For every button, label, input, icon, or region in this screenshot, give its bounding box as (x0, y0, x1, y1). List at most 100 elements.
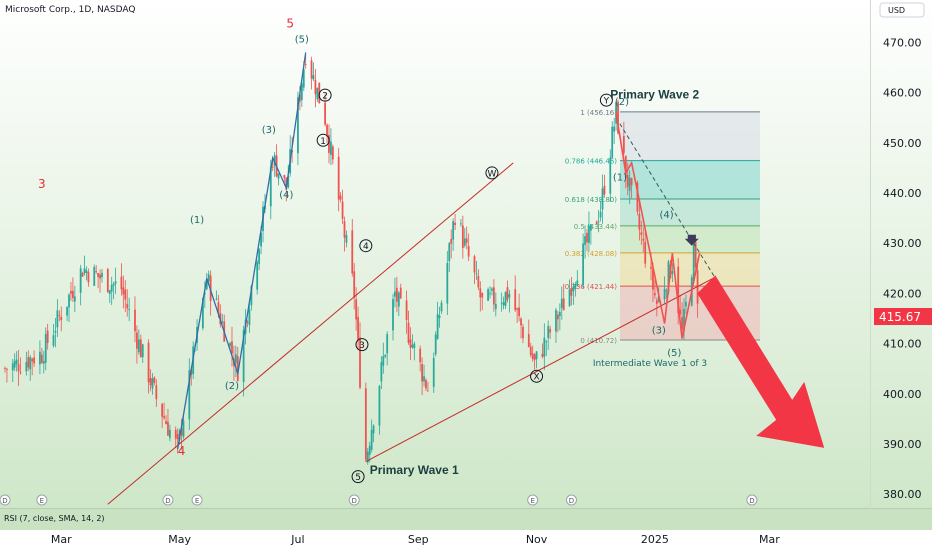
last-price-label: 415.67 (879, 310, 921, 324)
circled-wave-marker (355, 338, 369, 352)
event-marker[interactable] (746, 494, 758, 506)
candle-body (207, 274, 210, 282)
event-marker-label: D (749, 497, 754, 505)
y-tick-label: 380.00 (883, 488, 922, 501)
candle-body (663, 289, 666, 300)
event-marker[interactable] (527, 494, 539, 506)
fib-level-label: 0.786 (446.46) (565, 158, 617, 166)
candle-body (492, 287, 495, 305)
y-tick-label: 420.00 (883, 287, 922, 300)
rsi-indicator-label[interactable]: RSI (7, close, SMA, 14, 2) (4, 514, 105, 523)
candle-body (405, 300, 408, 320)
wave-path-recent[interactable] (615, 112, 701, 339)
candle-body (66, 306, 68, 316)
candle-body (42, 360, 45, 364)
candle-body (4, 368, 6, 369)
candle-body (337, 156, 340, 200)
candle-body (83, 268, 86, 274)
candle-body (29, 357, 32, 370)
candle-body (39, 351, 41, 365)
x-tick-label: Mar (51, 533, 72, 546)
candle-body (298, 94, 301, 102)
symbol-title[interactable]: Microsoft Corp., 1D, NASDAQ (5, 5, 135, 15)
candle-body (153, 377, 156, 383)
circled-wave-marker (318, 88, 332, 102)
candle-body (136, 332, 138, 349)
candle-body (595, 221, 598, 225)
candle-body (17, 364, 20, 372)
candle-body (324, 102, 326, 125)
x-tick-label: Sep (408, 533, 429, 546)
elliott-wave-path[interactable] (177, 52, 307, 450)
candle-body (628, 177, 631, 191)
candle-body (434, 334, 437, 355)
circled-wave-marker (530, 369, 544, 383)
trendline-rising-support[interactable] (365, 277, 714, 463)
candle-body (25, 362, 28, 372)
event-marker-label: D (165, 497, 170, 505)
candle-body (97, 273, 100, 277)
candle-body (576, 280, 579, 286)
candle-body (549, 328, 552, 333)
candle-body (56, 310, 59, 328)
candle-body (101, 272, 103, 278)
candle-body (562, 298, 565, 311)
x-tick-label: Mar (759, 533, 780, 546)
event-marker[interactable] (36, 494, 48, 506)
candle-body (120, 276, 123, 290)
candle-body (182, 420, 185, 437)
candle-body (54, 330, 57, 333)
y-tick-label: 430.00 (883, 237, 922, 250)
event-marker-label: D (2, 497, 7, 505)
candle-body (597, 221, 600, 223)
candle-body (326, 124, 328, 136)
circled-wave-marker (599, 93, 613, 107)
currency-button[interactable] (879, 2, 925, 18)
candle-body (558, 312, 561, 317)
candle-body (679, 309, 682, 315)
candle-body (413, 343, 416, 349)
trendline-lower-left[interactable] (107, 162, 514, 505)
event-marker[interactable] (191, 494, 203, 506)
candle-body (33, 357, 35, 364)
fib-level-label: 0 (410.72) (580, 337, 617, 345)
event-marker[interactable] (0, 494, 11, 506)
fib-zone (620, 111, 760, 161)
candle-body (572, 286, 575, 292)
time-axis[interactable]: Mar May Jul Sep Nov 2025 Mar (51, 533, 780, 546)
candle-body (547, 326, 550, 339)
candle-body (273, 155, 276, 166)
candle-body (330, 141, 332, 155)
candle-body (611, 126, 614, 158)
candle-body (242, 330, 245, 383)
event-marker[interactable] (162, 494, 174, 506)
candle-body (217, 302, 220, 314)
candle-body (44, 334, 47, 363)
candle-body (304, 64, 307, 65)
price-axis[interactable]: 380.00 390.00 400.00 410.00 420.00 430.00 440.… (883, 36, 922, 501)
candle-body (201, 298, 204, 329)
candle-body (545, 341, 548, 343)
candle-body (341, 201, 344, 219)
down-arrow-marker (684, 234, 699, 246)
candle-body (155, 385, 158, 400)
x-tick-label: Jul (290, 533, 304, 546)
event-marker[interactable] (348, 494, 360, 506)
candle-body (112, 283, 115, 286)
circled-wave-label: 3 (359, 341, 365, 351)
candle-body (506, 287, 509, 300)
candle-body (626, 174, 629, 187)
candle-body (58, 315, 61, 316)
candle-body (529, 346, 532, 355)
fib-zone (620, 160, 760, 200)
candle-body (141, 344, 144, 358)
intermediate-wave-label: Intermediate Wave 1 of 3 (593, 359, 707, 369)
event-marker[interactable] (565, 494, 577, 506)
candle-body (68, 294, 70, 308)
candle-body (297, 97, 299, 154)
candle-body (134, 309, 136, 332)
candle-body (584, 236, 586, 245)
candle-body (95, 271, 98, 273)
